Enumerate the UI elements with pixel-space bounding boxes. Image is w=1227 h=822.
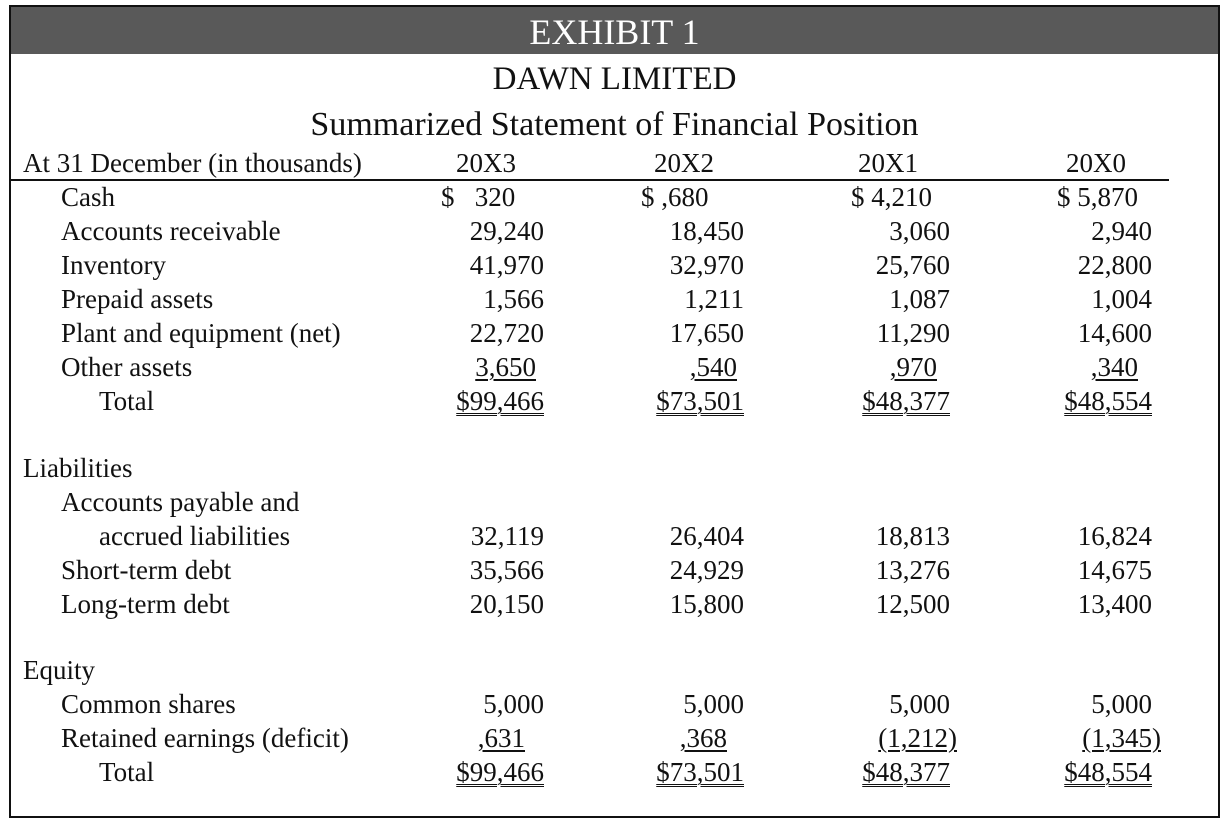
cell-20x1: 18,813 [875, 521, 950, 551]
row-label: Accounts payable and [61, 487, 300, 517]
cell-20x0: 14,600 [1077, 318, 1152, 348]
exhibit-frame: EXHIBIT 1 DAWN LIMITED Summarized Statem… [9, 5, 1220, 818]
section-heading-equity: Equity [23, 655, 95, 685]
column-header-row: At 31 December (in thousands) 20X3 20X2 … [11, 146, 1211, 180]
cell-20x3: $99,466 [456, 757, 544, 787]
cell-20x2: ,368 [679, 723, 727, 753]
date-label: At 31 December (in thousands) [23, 148, 362, 178]
cell-20x1: (1,212) [878, 723, 957, 753]
company-name: DAWN LIMITED [492, 61, 737, 97]
cell-20x3: 20,150 [469, 589, 544, 619]
cell-20x2: 1,211 [684, 284, 744, 314]
cell-20x1: 1,087 [889, 284, 950, 314]
cell-20x1: 12,500 [875, 589, 950, 619]
statement-title: Summarized Statement of Financial Positi… [310, 106, 919, 143]
row-label: Long-term debt [61, 589, 230, 619]
cell-20x3: $ 320 [441, 182, 516, 212]
header-divider [11, 179, 1169, 181]
cell-20x1: 3,060 [889, 216, 950, 246]
exhibit-banner: EXHIBIT 1 [11, 7, 1218, 54]
cell-20x3: $99,466 [456, 386, 544, 416]
cell-20x1: 13,276 [875, 555, 950, 585]
cell-20x3: 32,119 [470, 521, 544, 551]
cell-20x1: $48,377 [862, 757, 950, 787]
cell-20x2: 26,404 [669, 521, 744, 551]
cell-20x3: 35,566 [469, 555, 544, 585]
row-label: Cash [61, 182, 115, 212]
row-label: Total [99, 757, 155, 787]
section-heading-liabilities: Liabilities [23, 453, 133, 483]
cell-20x1: 25,760 [875, 250, 950, 280]
cell-20x3: 3,650 [475, 352, 536, 382]
row-label: Inventory [61, 250, 166, 280]
cell-20x0: (1,345) [1082, 723, 1161, 753]
cell-20x2: $73,501 [656, 386, 744, 416]
cell-20x0: 16,824 [1077, 521, 1152, 551]
row-label: Plant and equipment (net) [61, 318, 341, 348]
row-label: accrued liabilities [99, 521, 291, 551]
cell-20x2: 24,929 [669, 555, 744, 585]
cell-20x0: 13,400 [1077, 589, 1152, 619]
cell-20x1: 5,000 [889, 689, 950, 719]
cell-20x0: 5,000 [1091, 689, 1152, 719]
cell-20x2: ,540 [689, 352, 737, 382]
cell-20x2: 18,450 [669, 216, 744, 246]
cell-20x3: 29,240 [469, 216, 544, 246]
cell-20x0: 22,800 [1077, 250, 1152, 280]
cell-20x2: 15,800 [669, 589, 744, 619]
cell-20x0: 1,004 [1091, 284, 1152, 314]
cell-20x2: 5,000 [683, 689, 744, 719]
cell-20x1: 11,290 [876, 318, 950, 348]
cell-20x0: 2,940 [1091, 216, 1152, 246]
year-20x3: 20X3 [456, 148, 516, 178]
row-label: Accounts receivable [61, 216, 281, 246]
cell-20x0: $48,554 [1064, 757, 1152, 787]
row-label: Total [99, 386, 155, 416]
cell-20x3: 1,566 [483, 284, 544, 314]
year-20x0: 20X0 [1066, 148, 1126, 178]
year-20x1: 20X1 [858, 148, 918, 178]
cell-20x1: ,970 [889, 352, 937, 382]
row-label: Retained earnings (deficit) [61, 723, 349, 753]
cell-20x2: 17,650 [669, 318, 744, 348]
year-20x2: 20X2 [654, 148, 714, 178]
row-label: Short-term debt [61, 555, 232, 585]
cell-20x3: ,631 [477, 723, 525, 753]
cell-20x1: $48,377 [862, 386, 950, 416]
row-label: Prepaid assets [61, 284, 214, 314]
row-label: Other assets [61, 352, 193, 382]
cell-20x2: 32,970 [669, 250, 744, 280]
cell-20x1: $ 4,210 [851, 182, 932, 212]
cell-20x0: 14,675 [1077, 555, 1152, 585]
cell-20x3: 22,720 [469, 318, 544, 348]
cell-20x2: $ ,680 [641, 182, 709, 212]
cell-20x3: 41,970 [469, 250, 544, 280]
cell-20x2: $73,501 [656, 757, 744, 787]
row-label: Common shares [61, 689, 236, 719]
cell-20x0: $48,554 [1064, 386, 1152, 416]
cell-20x0: ,340 [1090, 352, 1138, 382]
cell-20x3: 5,000 [483, 689, 544, 719]
cell-20x0: $ 5,870 [1057, 182, 1138, 212]
